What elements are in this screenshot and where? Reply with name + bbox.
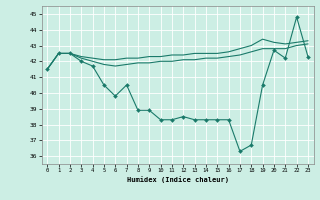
- X-axis label: Humidex (Indice chaleur): Humidex (Indice chaleur): [127, 176, 228, 183]
